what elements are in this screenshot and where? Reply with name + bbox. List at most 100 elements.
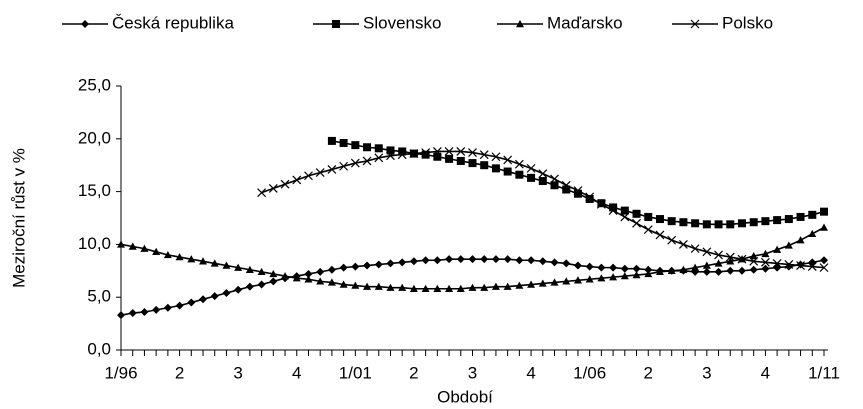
marker	[725, 252, 735, 262]
marker	[222, 261, 231, 269]
legend-marker	[690, 19, 700, 29]
marker	[456, 156, 465, 165]
marker	[784, 215, 793, 224]
marker	[691, 219, 700, 228]
y-axis-title: Meziroční růst v %	[9, 148, 28, 288]
marker	[784, 241, 793, 249]
marker	[269, 277, 278, 286]
x-tick-label: 1/06	[573, 363, 606, 382]
marker	[655, 267, 664, 276]
marker	[585, 262, 594, 271]
marker	[316, 267, 325, 276]
legend-label: Slovensko	[363, 13, 441, 32]
marker	[585, 275, 594, 283]
marker	[374, 153, 384, 163]
marker	[737, 266, 746, 275]
marker	[339, 161, 349, 171]
marker	[702, 267, 711, 276]
marker	[597, 274, 606, 282]
marker	[808, 258, 817, 267]
marker	[432, 147, 442, 156]
marker	[398, 258, 407, 267]
marker	[632, 209, 641, 218]
x-tick-label: 4	[292, 363, 301, 382]
marker	[117, 240, 125, 248]
marker	[808, 210, 817, 219]
marker	[550, 174, 559, 184]
marker	[820, 256, 828, 265]
marker	[351, 281, 360, 289]
marker	[480, 283, 489, 291]
marker	[362, 156, 372, 166]
marker	[761, 264, 770, 273]
marker	[667, 235, 677, 245]
marker	[175, 253, 184, 261]
marker	[667, 266, 676, 274]
marker	[515, 281, 524, 289]
marker	[714, 267, 723, 276]
marker	[245, 265, 254, 273]
marker	[479, 150, 489, 160]
marker	[456, 255, 465, 264]
marker	[421, 256, 430, 265]
marker	[421, 148, 431, 157]
marker	[374, 282, 383, 290]
marker	[503, 155, 513, 165]
marker	[573, 186, 583, 195]
marker	[667, 217, 676, 226]
marker	[679, 218, 688, 227]
marker	[386, 151, 395, 161]
marker	[222, 288, 231, 297]
marker	[596, 199, 606, 209]
marker	[702, 247, 712, 257]
marker	[749, 218, 758, 227]
marker	[773, 245, 782, 253]
marker	[421, 150, 430, 159]
legend-marker	[516, 20, 524, 28]
marker	[749, 256, 759, 266]
marker	[632, 218, 641, 228]
marker	[327, 265, 336, 274]
marker	[807, 262, 817, 272]
marker	[608, 206, 618, 216]
marker	[573, 189, 582, 198]
marker	[456, 147, 466, 156]
marker	[691, 263, 700, 271]
x-axis-title: Období	[437, 387, 493, 406]
marker	[257, 188, 267, 198]
marker	[737, 254, 747, 264]
marker	[409, 149, 419, 159]
marker	[163, 303, 172, 312]
marker	[609, 203, 618, 212]
x-tick-label: 1/11	[808, 363, 840, 382]
marker	[503, 167, 512, 176]
marker	[819, 263, 829, 273]
marker	[468, 159, 477, 168]
marker	[152, 305, 161, 314]
marker	[597, 199, 606, 208]
x-tick-label: 2	[409, 363, 418, 382]
marker	[573, 261, 582, 270]
marker	[351, 141, 360, 150]
marker	[679, 265, 688, 273]
x-tick-label: 3	[702, 363, 711, 382]
marker	[140, 307, 149, 316]
legend-marker	[81, 20, 89, 28]
y-tick-label: 20,0	[78, 128, 111, 147]
marker	[117, 311, 125, 320]
marker	[773, 216, 782, 225]
marker	[644, 269, 653, 278]
marker	[503, 282, 512, 290]
marker	[445, 284, 454, 292]
marker	[433, 284, 442, 292]
marker	[351, 262, 360, 271]
marker	[820, 207, 828, 216]
y-tick-label: 25,0	[78, 75, 111, 94]
y-tick-label: 15,0	[78, 181, 111, 200]
marker	[655, 230, 665, 240]
marker	[620, 264, 629, 273]
marker	[199, 257, 208, 265]
marker	[234, 263, 243, 271]
marker	[491, 282, 500, 290]
